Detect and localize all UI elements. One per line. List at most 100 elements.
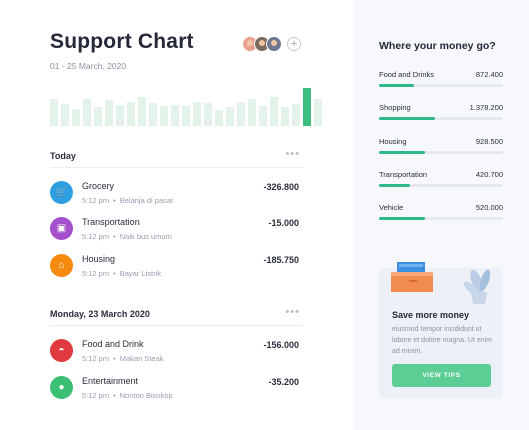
view-tips-button[interactable]: VIEW TIPS: [392, 364, 491, 387]
transaction-amount: -35.200: [268, 377, 299, 387]
transaction-meta: 5:12 pm • Bayar Listrik: [82, 269, 161, 278]
separator-dot: •: [113, 269, 116, 278]
cart-icon: 🛒: [50, 181, 73, 204]
transaction-note: Makan Steak: [119, 354, 164, 363]
transaction-name: Housing: [82, 254, 116, 264]
section-header-today: Today •••: [50, 148, 303, 168]
transaction-note: Nonton Bioskop: [119, 391, 173, 400]
spending-bar[interactable]: [94, 107, 102, 126]
transaction-meta: 5:12 pm • Naik bus umum: [82, 232, 172, 241]
food-icon: ◓: [50, 339, 73, 362]
transaction-row[interactable]: 🛒 Grocery 5:12 pm • Belanja di pasar -326.800: [50, 180, 303, 206]
avatar[interactable]: [266, 36, 282, 52]
separator-dot: •: [113, 354, 116, 363]
transaction-note: Naik bus umum: [119, 232, 172, 241]
date-range[interactable]: 01 - 25 March, 2020: [50, 61, 127, 71]
spending-bar[interactable]: [171, 105, 179, 126]
tips-title: Save more money: [392, 310, 470, 320]
transaction-time: 5:12 pm: [82, 196, 110, 205]
spending-bar[interactable]: [50, 99, 58, 126]
section-label: Monday, 23 March 2020: [50, 309, 150, 319]
spending-bar[interactable]: [292, 104, 300, 126]
spending-bar[interactable]: [215, 110, 223, 126]
category-label: Transportation: [379, 170, 428, 179]
spending-bar[interactable]: [259, 106, 267, 126]
category-value: 928.500: [475, 137, 503, 146]
separator-dot: •: [113, 391, 116, 400]
transaction-note: Bayar Listrik: [119, 269, 162, 278]
spending-bar[interactable]: [105, 100, 113, 126]
add-member-button[interactable]: +: [287, 37, 301, 51]
category-value: 420.700: [475, 170, 503, 179]
category-label: Housing: [379, 137, 407, 146]
spending-bars: [50, 88, 322, 126]
spending-bar[interactable]: [281, 107, 289, 126]
category-progress-track: [379, 117, 503, 120]
drawer-plant-illustration: [391, 262, 491, 304]
transaction-amount: -15.000: [268, 218, 299, 228]
category-label: Vehicle: [379, 203, 404, 212]
category-progress-track: [379, 217, 503, 220]
spending-bar[interactable]: [127, 102, 135, 126]
transaction-row[interactable]: ◓ Food and Drink 5:12 pm • Makan Steak -156.0…: [50, 338, 303, 364]
category-progress-fill: [379, 117, 435, 120]
spending-bar[interactable]: [138, 97, 146, 126]
spending-bar[interactable]: [303, 88, 311, 126]
category-progress-track: [379, 84, 503, 87]
spending-bar[interactable]: [61, 104, 69, 126]
separator-dot: •: [113, 196, 116, 205]
spending-bar[interactable]: [149, 103, 157, 126]
section-label: Today: [50, 151, 76, 161]
transaction-meta: 5:12 pm • Belanja di pasar: [82, 196, 174, 205]
transaction-name: Food and Drink: [82, 339, 144, 349]
spending-bar[interactable]: [226, 107, 234, 126]
category-progress-fill: [379, 151, 425, 154]
bus-icon: ▣: [50, 217, 73, 240]
transaction-name: Grocery: [82, 181, 115, 191]
spending-bar[interactable]: [237, 102, 245, 126]
transaction-amount: -326.800: [263, 182, 299, 192]
transaction-amount: -185.750: [263, 255, 299, 265]
more-options-icon[interactable]: •••: [285, 148, 300, 160]
transaction-name: Entertainment: [82, 376, 139, 386]
plus-icon: +: [290, 37, 298, 50]
spending-bar[interactable]: [270, 97, 278, 126]
category-row[interactable]: Housing 928.500: [379, 137, 503, 159]
spending-bar[interactable]: [248, 99, 256, 126]
category-label: Food and Drinks: [379, 70, 435, 79]
transaction-row[interactable]: ⌂ Housing 5:12 pm • Bayar Listrik -185.750: [50, 253, 303, 279]
category-row[interactable]: Food and Drinks 872.400: [379, 70, 503, 92]
category-progress-fill: [379, 84, 414, 87]
page-title: Support Chart: [50, 30, 194, 53]
spending-bar[interactable]: [193, 102, 201, 126]
more-options-icon[interactable]: •••: [285, 306, 300, 318]
transaction-row[interactable]: ▣ Transportation 5:12 pm • Naik bus umum -15.…: [50, 216, 303, 242]
category-progress-fill: [379, 217, 425, 220]
category-value: 1.378.200: [469, 103, 503, 112]
tips-card: Save more money eiusmod tempor incididun…: [379, 262, 503, 398]
category-progress-track: [379, 184, 503, 187]
spending-bar[interactable]: [116, 105, 124, 126]
category-row[interactable]: Transportation 420.700: [379, 170, 503, 192]
spending-bar[interactable]: [182, 106, 190, 126]
play-icon: ●: [50, 376, 73, 399]
main-panel: Support Chart 01 - 25 March, 2020 + Toda…: [50, 30, 322, 401]
category-row[interactable]: Shopping 1.378.200: [379, 103, 503, 125]
category-progress-track: [379, 151, 503, 154]
spending-bar[interactable]: [83, 99, 91, 126]
separator-dot: •: [113, 232, 116, 241]
home-icon: ⌂: [50, 254, 73, 277]
team-avatars: +: [242, 36, 301, 52]
category-label: Shopping: [379, 103, 411, 112]
money-panel-title: Where your money go?: [379, 40, 496, 52]
spending-bar[interactable]: [160, 106, 168, 126]
section-header-monday: Monday, 23 March 2020 •••: [50, 306, 303, 326]
spending-bar[interactable]: [204, 103, 212, 126]
transaction-meta: 5:12 pm • Makan Steak: [82, 354, 164, 363]
category-value: 872.400: [475, 70, 503, 79]
category-row[interactable]: Vehicle 520.000: [379, 203, 503, 225]
category-progress-fill: [379, 184, 410, 187]
spending-bar[interactable]: [72, 109, 80, 126]
spending-bar[interactable]: [314, 99, 322, 126]
transaction-row[interactable]: ● Entertainment 5:12 pm • Nonton Bioskop -35.…: [50, 375, 303, 401]
